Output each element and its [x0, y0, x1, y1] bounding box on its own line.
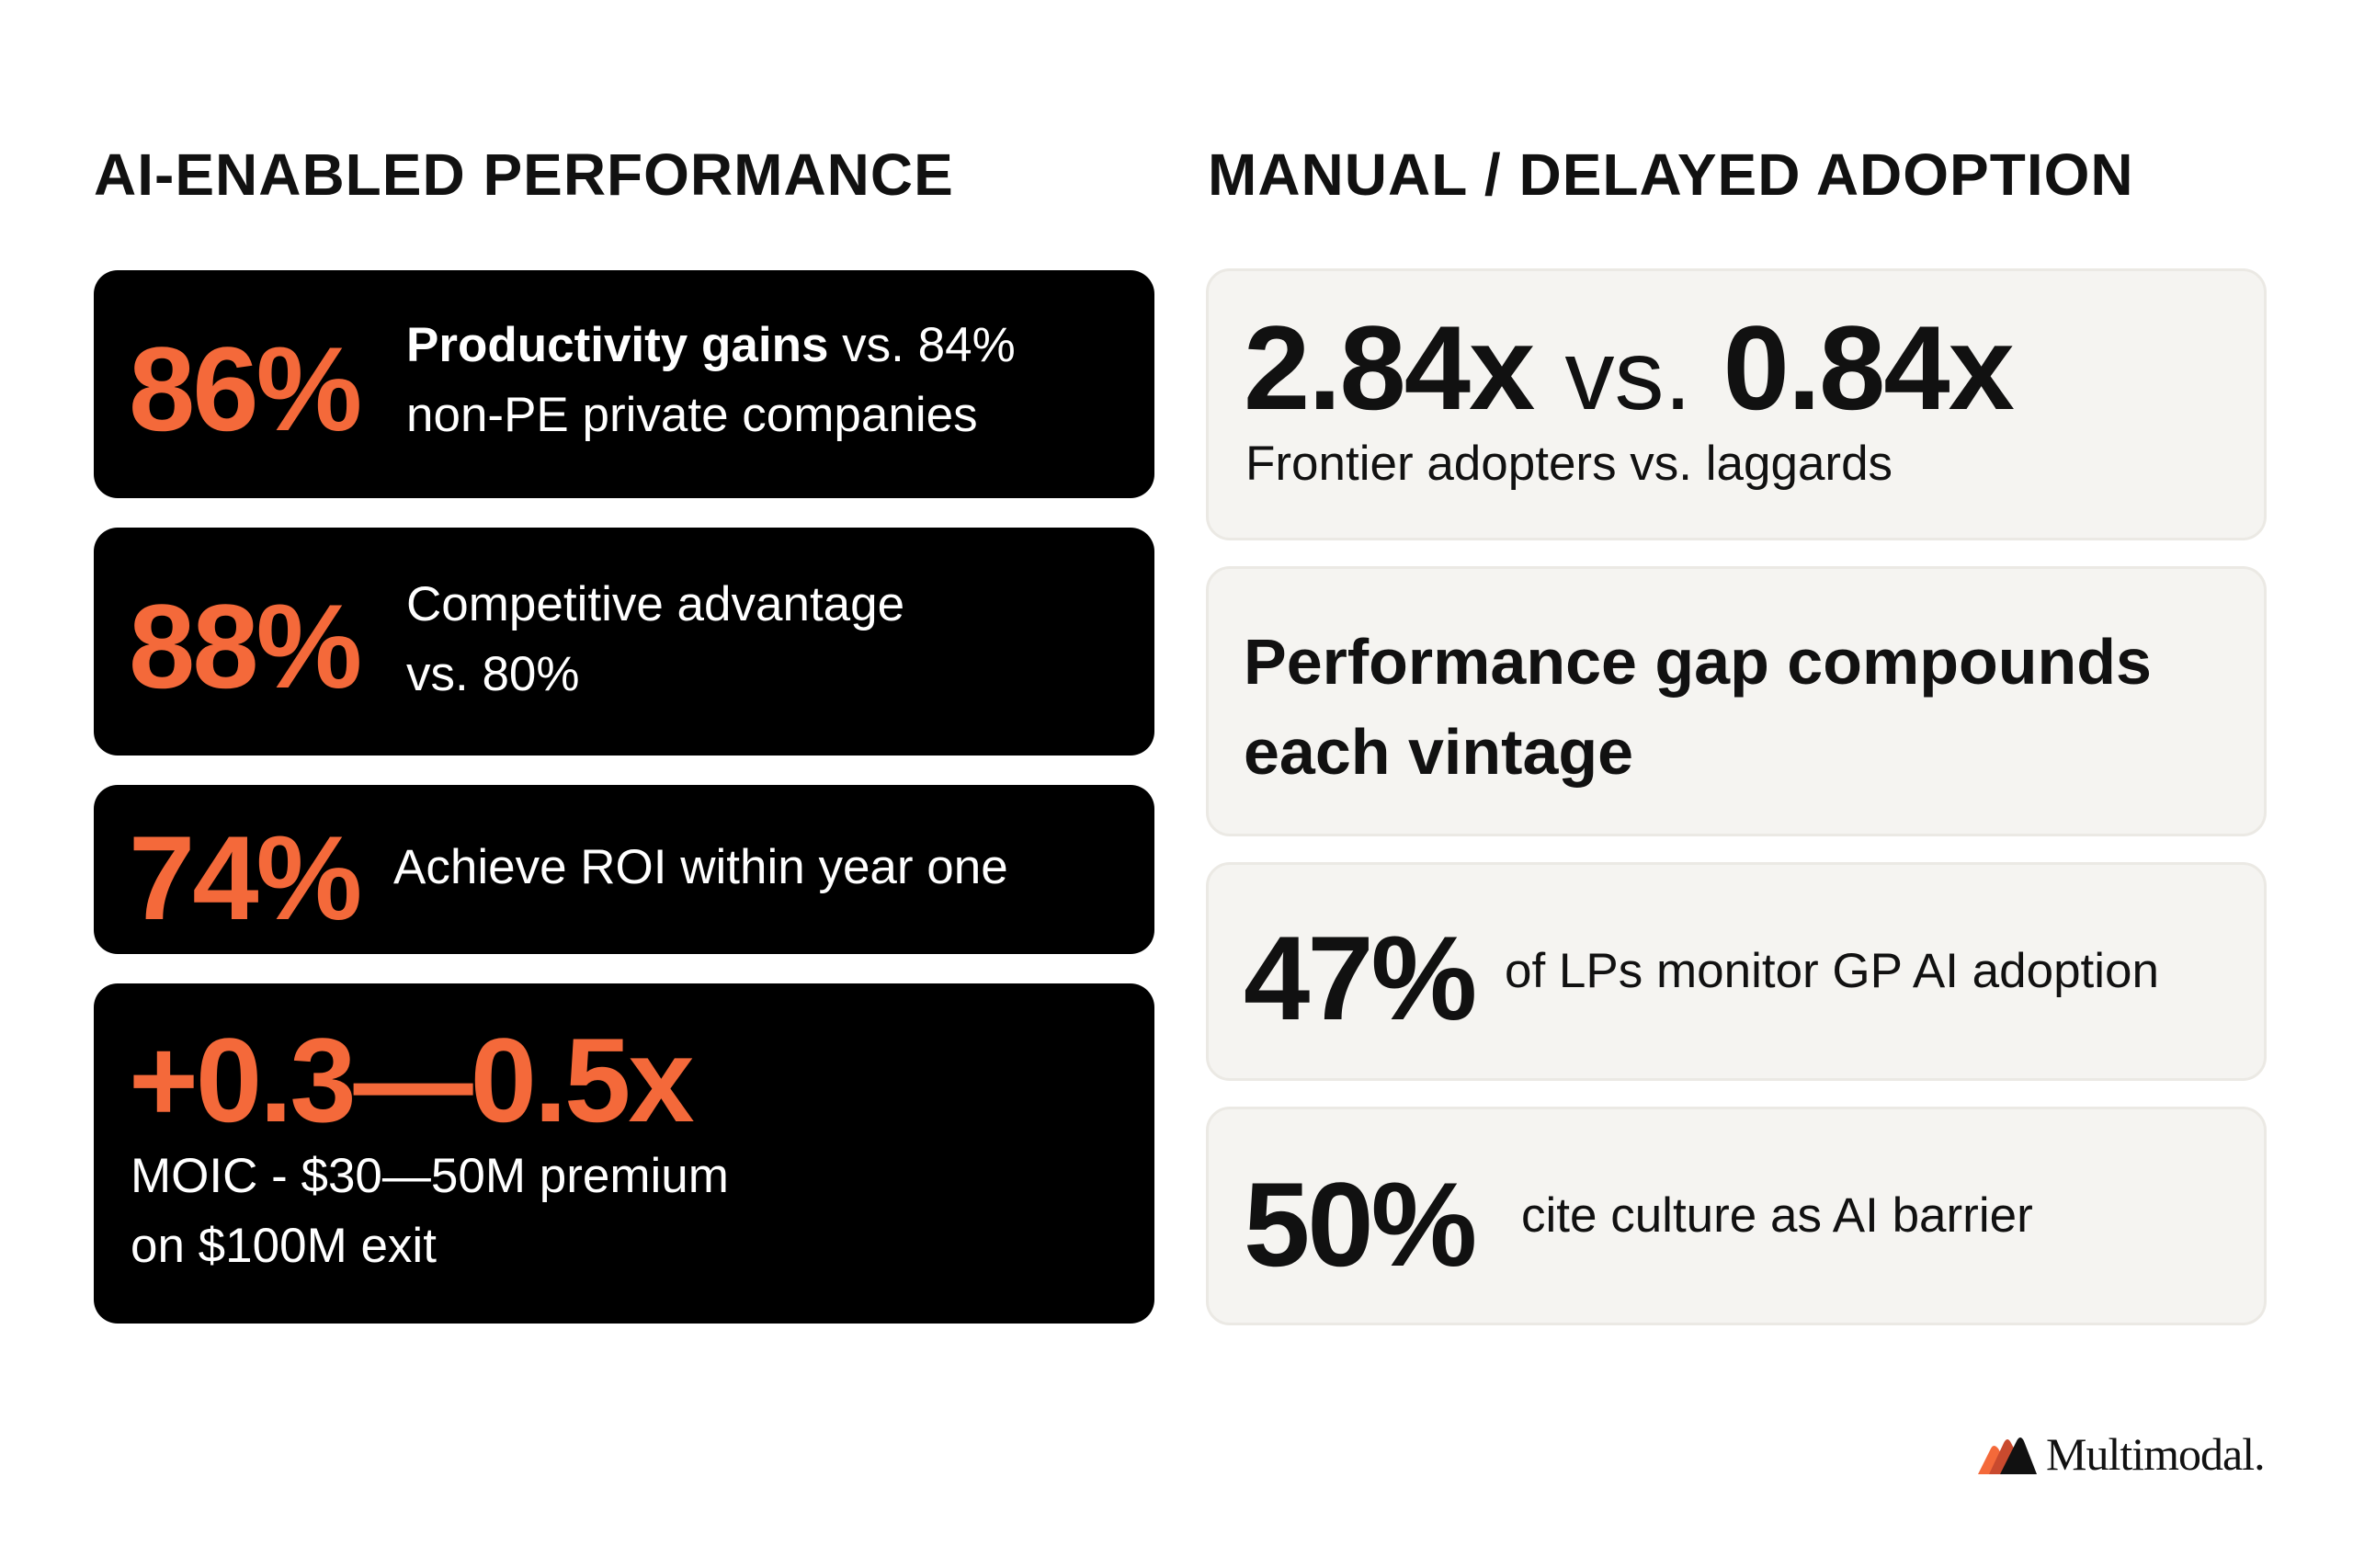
stat-description-line2: vs. 80% — [406, 647, 580, 701]
card-title-line1: Performance gap compounds — [1244, 626, 2152, 698]
stat-value: 47% — [1244, 911, 1477, 1045]
stat-description-text: vs. 84% — [828, 318, 1016, 372]
multimodal-logo-icon — [1978, 1437, 2037, 1474]
brand-logo-text: Multimodal. — [2046, 1428, 2266, 1480]
stat-description: Competitive advantage vs. 80% — [406, 570, 1123, 710]
stat-description-line2: on $100M exit — [131, 1219, 437, 1273]
stat-card-performance-gap: Performance gap compounds each vintage — [1206, 566, 2267, 836]
stat-value-laggards: 0.84x — [1722, 301, 2015, 435]
card-title: Performance gap compounds each vintage — [1244, 617, 2218, 797]
stat-description: of LPs monitor GP AI adoption — [1505, 944, 2160, 998]
stat-description-line2: non-PE private companies — [406, 388, 978, 442]
stat-description-line1: Competitive advantage — [406, 577, 905, 631]
stat-card-culture-barrier: 50% cite culture as AI barrier — [1206, 1107, 2267, 1325]
stat-description-bold: Productivity gains — [406, 318, 829, 372]
section-heading-ai-enabled: AI-ENABLED PERFORMANCE — [94, 142, 954, 208]
stat-card-roi: 74% Achieve ROI within year one — [94, 785, 1154, 954]
stat-comparison: 2.84x vs. 0.84x — [1244, 308, 2015, 430]
stat-card-lp-monitoring: 47% of LPs monitor GP AI adoption — [1206, 862, 2267, 1081]
stat-value: 74% — [129, 811, 362, 945]
stat-value: 88% — [129, 579, 362, 713]
stat-card-moic: +0.3—0.5x MOIC - $30—50M premium on $100… — [94, 983, 1154, 1324]
stat-value: 86% — [129, 322, 362, 456]
brand-logo: Multimodal. — [1976, 1428, 2266, 1480]
stat-description-line1: MOIC - $30—50M premium — [131, 1149, 729, 1203]
stat-value: 50% — [1244, 1157, 1477, 1291]
stat-vs-label: vs. — [1564, 319, 1692, 430]
stat-value-frontier: 2.84x — [1244, 301, 1535, 435]
stat-card-competitive-advantage: 88% Competitive advantage vs. 80% — [94, 528, 1154, 756]
section-heading-manual-adoption: MANUAL / DELAYED ADOPTION — [1208, 142, 2134, 208]
stat-card-productivity: 86% Productivity gains vs. 84% non-PE pr… — [94, 270, 1154, 498]
stat-description: cite culture as AI barrier — [1521, 1188, 2033, 1243]
stat-description: MOIC - $30—50M premium on $100M exit — [131, 1142, 1050, 1281]
stat-value: +0.3—0.5x — [129, 1013, 695, 1147]
stat-description: Productivity gains vs. 84% non-PE privat… — [406, 311, 1123, 450]
card-title-line2: each vintage — [1244, 716, 1634, 788]
stat-description: Achieve ROI within year one — [393, 840, 1008, 894]
stat-card-frontier-vs-laggards: 2.84x vs. 0.84x Frontier adopters vs. la… — [1206, 268, 2267, 540]
stat-description: Frontier adopters vs. laggards — [1245, 437, 1893, 491]
